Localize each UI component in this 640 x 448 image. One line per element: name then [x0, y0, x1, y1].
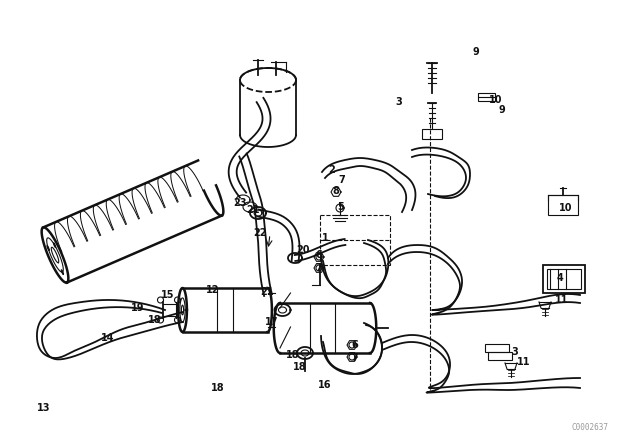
Text: 13: 13	[37, 403, 51, 413]
Text: 18: 18	[293, 362, 307, 372]
Text: 9: 9	[472, 47, 479, 57]
Text: 11: 11	[517, 357, 531, 367]
Text: 7: 7	[339, 175, 346, 185]
Text: 19: 19	[131, 303, 145, 313]
Text: 1: 1	[322, 233, 328, 243]
Text: 16: 16	[318, 380, 332, 390]
Text: 22: 22	[253, 228, 267, 238]
Text: 2: 2	[328, 165, 335, 175]
Text: 11: 11	[556, 295, 569, 305]
Text: 21: 21	[246, 205, 260, 215]
Text: 8: 8	[333, 186, 339, 196]
Text: 3: 3	[511, 347, 518, 357]
Bar	[543, 265, 585, 293]
Bar	[547, 269, 581, 289]
Text: 18: 18	[148, 315, 162, 325]
Text: 4: 4	[557, 273, 563, 283]
Bar	[548, 195, 578, 215]
Text: 7: 7	[316, 263, 323, 273]
Bar	[485, 344, 509, 352]
Text: 17: 17	[265, 317, 279, 327]
Bar	[422, 129, 442, 139]
Bar	[478, 93, 495, 101]
Text: 5: 5	[338, 202, 344, 212]
Text: 15: 15	[161, 290, 175, 300]
Text: 20: 20	[296, 245, 310, 255]
Bar	[488, 352, 512, 360]
Text: 6: 6	[316, 250, 323, 260]
Text: 23: 23	[233, 198, 247, 208]
Text: 3: 3	[396, 97, 403, 107]
Text: 21: 21	[260, 287, 274, 297]
Text: 14: 14	[101, 333, 115, 343]
Text: 6: 6	[351, 340, 358, 350]
Text: 10: 10	[489, 95, 503, 105]
Text: 12: 12	[206, 285, 220, 295]
Text: 7: 7	[351, 353, 358, 363]
Text: 10: 10	[559, 203, 573, 213]
Text: 9: 9	[499, 105, 506, 115]
Bar	[320, 215, 390, 265]
Text: 18: 18	[286, 350, 300, 360]
Text: 18: 18	[211, 383, 225, 393]
Text: C0002637: C0002637	[571, 423, 608, 432]
